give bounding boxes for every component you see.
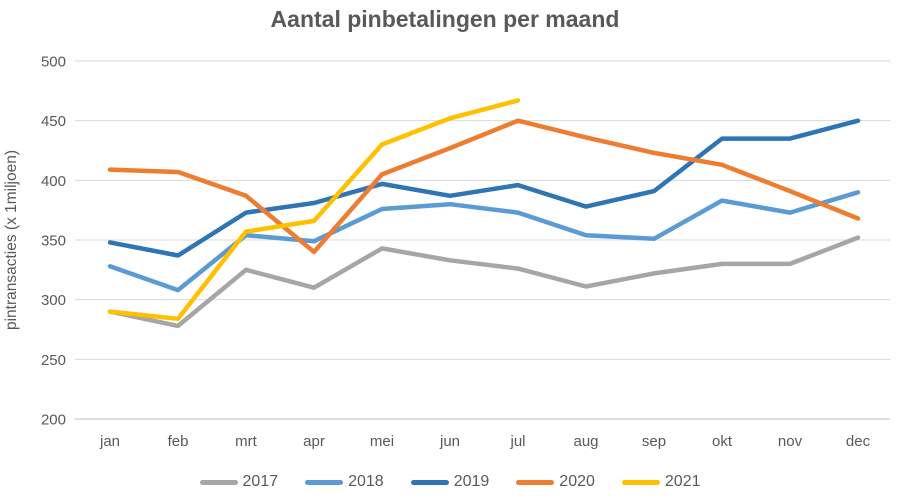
y-tick-label: 350 <box>41 233 66 250</box>
legend-item-2021: 2021 <box>621 473 701 490</box>
legend-swatch-2018 <box>305 479 344 485</box>
series-line-2019 <box>107 118 861 258</box>
x-tick-label: dec <box>846 433 871 450</box>
legend-swatch-2017 <box>199 479 238 485</box>
chart-title: Aantal pinbetalingen per maand <box>271 6 620 32</box>
series-line-2020 <box>107 118 861 255</box>
y-tick-label: 200 <box>41 412 66 429</box>
legend-swatch-2020 <box>516 479 555 485</box>
legend-label: 2018 <box>348 473 384 490</box>
x-tick-label: apr <box>303 433 325 450</box>
legend-label: 2017 <box>242 473 279 490</box>
x-tick-label: jul <box>509 433 525 450</box>
y-axis-tick-labels: 500 450 400 350 300 250 200 <box>41 54 66 429</box>
x-tick-label: nov <box>778 433 803 450</box>
series-line-2017 <box>107 235 861 329</box>
legend-item-2017: 2017 <box>199 473 279 490</box>
legend-label: 2019 <box>453 473 490 490</box>
series-line-2018 <box>107 190 861 293</box>
y-tick-label: 400 <box>41 173 66 190</box>
gridlines <box>75 60 890 420</box>
y-tick-label: 300 <box>41 292 66 309</box>
legend-swatch-2019 <box>410 479 449 485</box>
legend-item-2019: 2019 <box>410 473 490 490</box>
x-tick-label: jan <box>99 433 120 450</box>
series-line-2021 <box>107 98 521 322</box>
legend-swatch-2021 <box>621 479 660 485</box>
x-tick-label: aug <box>573 433 598 450</box>
x-tick-label: sep <box>642 433 666 450</box>
legend-item-2020: 2020 <box>516 474 595 490</box>
y-tick-label: 250 <box>41 352 66 369</box>
x-axis-tick-labels: jan feb mrt apr mei jun jul aug sep okt nov dec <box>99 433 871 450</box>
legend-item-2018: 2018 <box>305 474 384 490</box>
x-tick-label: feb <box>168 433 189 450</box>
x-tick-label: jun <box>439 433 460 450</box>
y-tick-label: 500 <box>41 54 66 71</box>
chart-legend: 2017 2018 2019 2020 2021 <box>0 469 900 495</box>
x-tick-label: mei <box>370 433 394 450</box>
legend-label: 2020 <box>559 473 595 490</box>
x-tick-label: mrt <box>235 433 257 450</box>
legend-label: 2021 <box>664 473 701 490</box>
series-lines <box>107 98 861 329</box>
y-axis-title: pintransacties (x 1miljoen) <box>3 150 20 330</box>
x-tick-label: okt <box>712 433 733 450</box>
y-tick-label: 450 <box>41 113 66 130</box>
